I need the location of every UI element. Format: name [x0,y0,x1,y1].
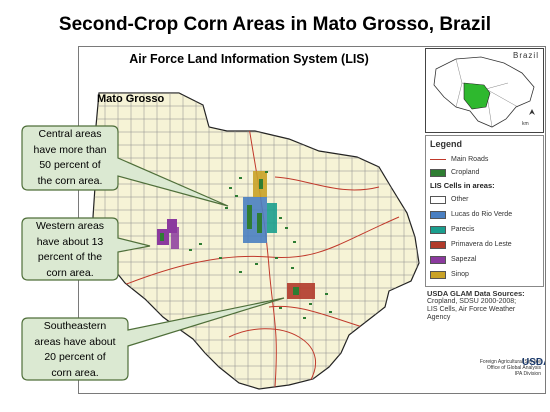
callout-line: have more than [33,143,107,156]
roads-line-swatch [430,159,446,160]
cropland-speck [239,271,242,273]
sources-title: USDA GLAM Data Sources: [427,289,525,298]
sources-line: Cropland, SDSU 2000-2008; [427,298,517,305]
cropland-speck [265,171,268,173]
cropland-speck [199,243,202,245]
callout-southeastern-balloon [21,297,285,381]
callout-central: Central areas have more than 50 percent … [22,127,118,189]
callout-line: Central areas [38,128,102,140]
cropland-speck [293,241,296,243]
cropland-speck [325,293,328,295]
legend-title: Legend [430,139,463,149]
agency-line: Office of Global Analysis [486,365,541,371]
legend-item-label: Sinop [451,271,469,278]
callout-line: percent of the [37,251,103,263]
legend-item-lucas-do-rio-verde: Lucas do Rio Verde [430,209,512,220]
legend-item-sapezal: Sapezal [430,254,476,265]
sinop-swatch [430,270,446,279]
north-arrow-icon [529,109,535,115]
lis-cells-parecis [267,203,277,233]
callout-line: Western areas [35,220,105,232]
cropland-speck [255,263,258,265]
agency-line: Foreign Agricultural Service [479,359,541,365]
brazil-inset-map: km Brazil [425,48,544,133]
legend-item-label: Cropland [451,169,480,176]
parecis-swatch [430,225,446,234]
cropland-speck [219,257,222,259]
slide-title: Second-Crop Corn Areas in Mato Grosso, B… [58,14,492,35]
primavera-swatch [430,240,446,249]
state-label: Mato Grosso [97,93,165,105]
sources-line: LIS Cells, Air Force Weather [427,306,516,313]
lis-cells-primavera-do-leste [287,283,315,299]
callout-western-balloon [21,217,151,281]
legend-item-label: Primavera do Leste [451,241,512,248]
main-roads [118,126,400,388]
legend: Legend Main Roads Cropland LIS Cells in … [425,135,544,287]
legend-item-main-roads: Main Roads [430,154,488,165]
legend-item-other: Other [430,194,469,205]
lis-cells-sapezal [157,219,179,249]
legend-item-label: Sapezal [451,256,477,263]
data-sources: USDA GLAM Data Sources: Cropland, SDSU 2… [427,290,543,322]
legend-item-sinop: Sinop [430,269,469,280]
legend-item-label: Main Roads [451,156,489,163]
brazil-outline: km [433,56,535,128]
legend-item-label: Lucas do Rio Verde [451,211,513,218]
cropland-speck [235,195,238,197]
cropland-speck [229,187,232,189]
sources-line: Agency [427,314,451,321]
cropland-speck [309,303,312,305]
callout-line: 50 percent of [39,159,101,171]
legend-item-primavera-do-leste: Primavera do Leste [430,239,512,250]
lis-cells-lucas-do-rio-verde [243,197,267,243]
cropland-speck [239,177,242,179]
callout-line: Southeastern [43,320,107,332]
callout-line: areas have about [34,335,116,348]
cropland-speck [225,207,228,209]
cropland-swatch [430,168,446,177]
lis-cells-title: LIS Cells in areas: [430,181,495,190]
other-swatch [430,195,446,204]
lis-cells-sinop [253,171,267,197]
sapezal-swatch [430,255,446,264]
lis-title: Air Force Land Information System (LIS) [129,52,369,66]
cropland-speck [279,307,282,309]
cropland-speck [279,217,282,219]
callout-southeastern: Southeastern areas have about 20 percent… [22,319,128,381]
cropland-speck [275,257,278,259]
callout-line: have about 13 [36,235,104,248]
lucas-swatch [430,210,446,219]
callout-central-balloon [21,125,229,207]
callout-line: the corn area. [37,174,103,187]
inset-label: Brazil [512,51,539,60]
cropland-speck [329,311,332,313]
cropland-speck [291,267,294,269]
cropland-speck [303,317,306,319]
cropland-speck [285,227,288,229]
callout-line: corn area. [51,366,99,379]
callout-line: 20 percent of [44,351,106,363]
legend-item-cropland: Cropland [430,167,479,178]
agency-line: IPA Division [514,371,541,377]
legend-item-parecis: Parecis [430,224,474,235]
scale-label: km [522,121,529,127]
legend-item-label: Parecis [451,226,475,233]
agency-credit: Foreign Agricultural Service Office of G… [437,359,541,377]
mato-grosso-highlight [463,82,491,110]
callout-line: corn area. [46,266,94,279]
callout-western: Western areas have about 13 percent of t… [22,219,118,281]
cropland-patches [189,171,332,319]
cropland-speck [189,249,192,251]
legend-item-label: Other [451,196,469,203]
usda-logo: USDA [522,357,545,368]
